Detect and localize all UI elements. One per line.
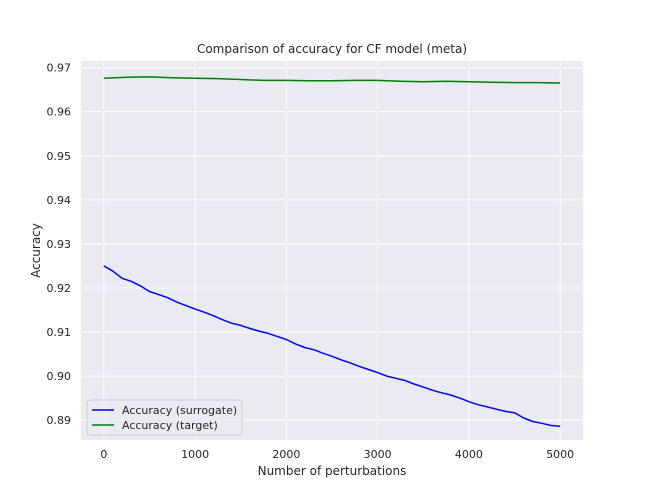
y-tick-label: 0.93 <box>47 238 72 251</box>
y-tick-label: 0.95 <box>47 150 72 163</box>
x-tick-label: 0 <box>100 448 107 461</box>
y-tick-label: 0.96 <box>47 106 72 119</box>
legend: Accuracy (surrogate) Accuracy (target) <box>86 399 243 436</box>
legend-entry: Accuracy (surrogate) <box>122 404 237 417</box>
y-tick-label: 0.94 <box>47 194 72 207</box>
series-layer <box>103 76 561 428</box>
legend-box <box>86 399 243 436</box>
chart-title: Comparison of accuracy for CF model (met… <box>197 42 467 56</box>
y-axis-label: Accuracy <box>29 223 43 278</box>
series-line-surrogate <box>103 265 561 428</box>
y-tick-label: 0.92 <box>47 282 72 295</box>
plot-area <box>81 61 583 440</box>
y-tick-label: 0.90 <box>47 370 72 383</box>
y-tick-label: 0.91 <box>47 326 72 339</box>
y-tick-label: 0.89 <box>47 414 72 427</box>
x-tick-label: 3000 <box>364 448 392 461</box>
grid-lines <box>81 61 583 440</box>
x-tick-label: 5000 <box>546 448 574 461</box>
series-line-target <box>103 76 561 84</box>
tick-labels: 0 1000 2000 3000 4000 5000 0.89 0.90 0.91 0.92 0.9… <box>47 62 575 461</box>
y-tick-label: 0.97 <box>47 62 72 75</box>
legend-entry: Accuracy (target) <box>122 419 218 432</box>
x-axis-label: Number of perturbations <box>258 464 407 478</box>
x-tick-label: 1000 <box>181 448 209 461</box>
x-tick-label: 2000 <box>272 448 300 461</box>
x-tick-label: 4000 <box>455 448 483 461</box>
